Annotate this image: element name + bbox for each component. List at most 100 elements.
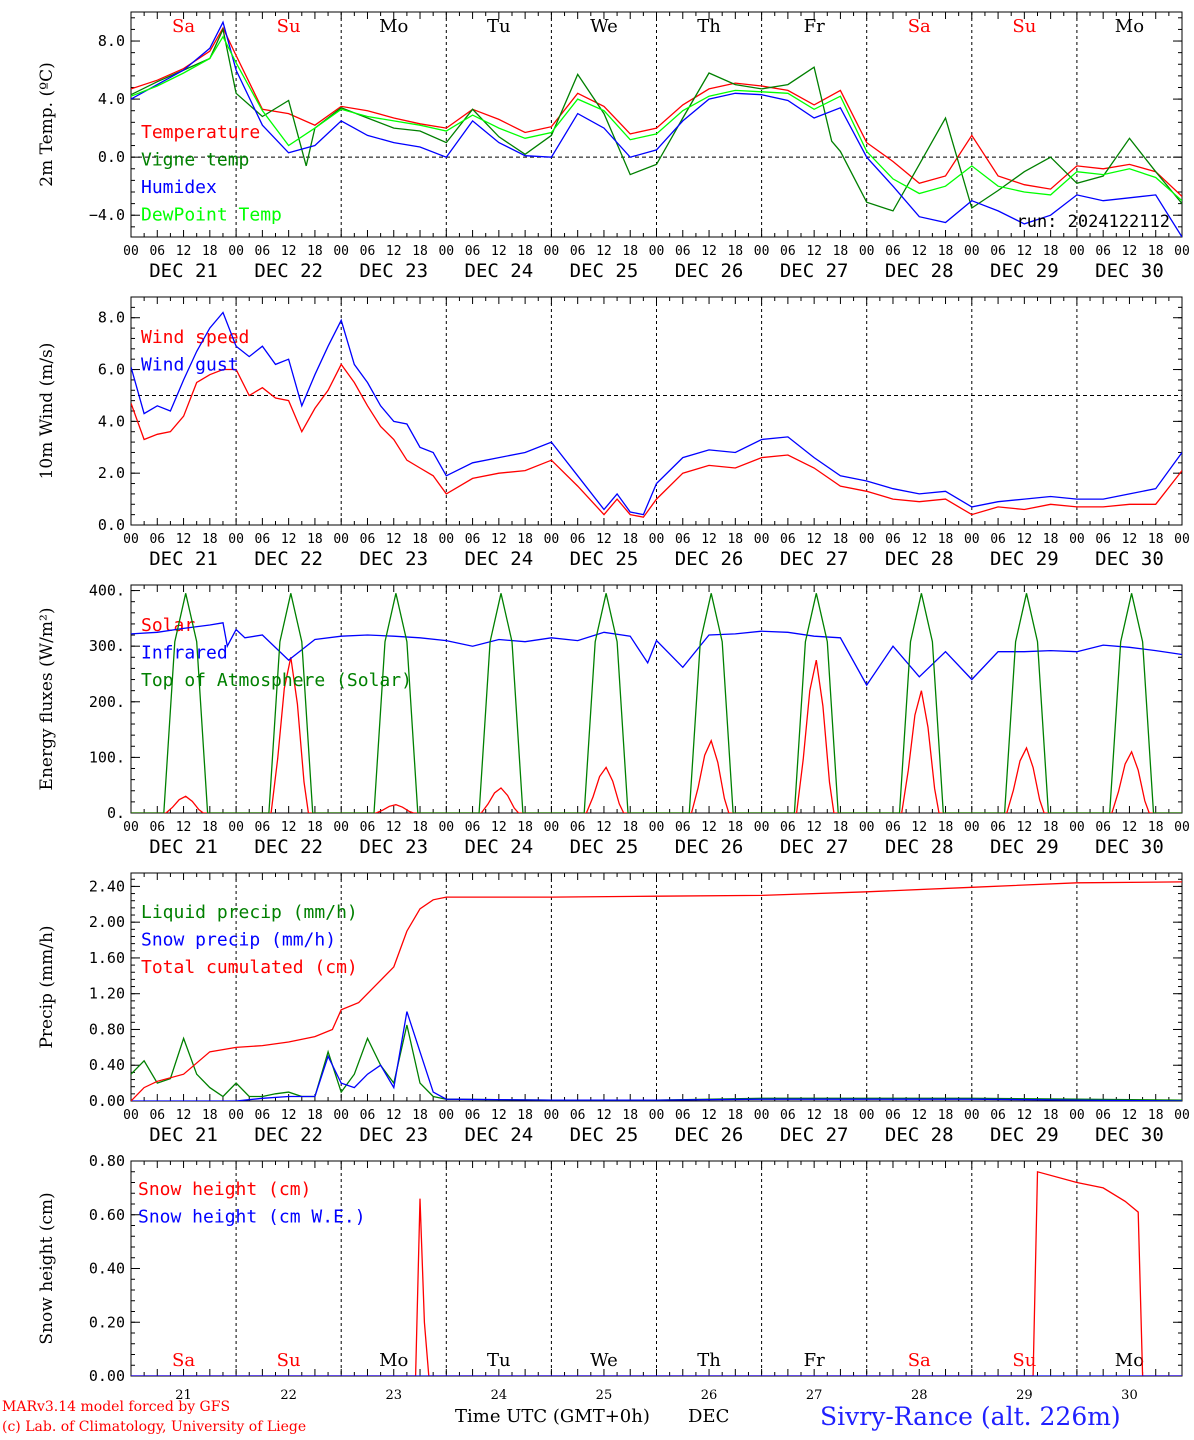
x-hour-label: 18 [1148, 244, 1164, 259]
x-day-label: DEC 29 [990, 1124, 1059, 1146]
x-day-number: 27 [806, 1388, 823, 1403]
y-tick-label: 0.60 [89, 1206, 125, 1224]
x-hour-label: 18 [517, 1108, 533, 1123]
x-hour-label: 18 [202, 532, 218, 547]
x-hour-label: 06 [1095, 244, 1111, 259]
y-tick-label: 0.0 [98, 148, 125, 166]
x-hour-label: 12 [281, 244, 297, 259]
x-hour-label: 12 [1122, 1108, 1138, 1123]
x-hour-label: 12 [176, 244, 192, 259]
x-hour-label: 00 [544, 820, 560, 835]
y-tick-label: 0.80 [89, 1020, 125, 1038]
x-day-label: DEC 22 [254, 260, 323, 282]
x-hour-label: 18 [727, 1108, 743, 1123]
x-hour-label: 00 [333, 532, 349, 547]
y-tick-label: 2.00 [89, 913, 125, 931]
x-hour-label: 18 [833, 1108, 849, 1123]
x-hour-label: 12 [596, 1108, 612, 1123]
y-tick-label: 0.40 [89, 1260, 125, 1278]
x-day-label: DEC 27 [780, 836, 849, 858]
x-day-number: 24 [491, 1388, 508, 1403]
x-hour-label: 12 [1017, 1108, 1033, 1123]
x-axis-month: DEC [688, 1406, 730, 1427]
x-hour-label: 00 [438, 532, 454, 547]
panel-1: −4.0 0.0 4.0 8.0 2m Temp. (ºC) 00 06 12 18 00 06 12… [37, 11, 1190, 282]
x-day-label: DEC 27 [780, 548, 849, 570]
x-hour-label: 12 [701, 244, 717, 259]
x-day-label: DEC 23 [359, 1124, 428, 1146]
y-tick-label: 2.0 [98, 464, 125, 482]
x-hour-label: 12 [176, 820, 192, 835]
x-day-label: DEC 28 [885, 548, 954, 570]
x-hour-label: 12 [806, 244, 822, 259]
x-hour-label: 00 [438, 820, 454, 835]
x-hour-label: 12 [806, 532, 822, 547]
x-hour-label: 00 [1069, 532, 1085, 547]
x-hour-label: 06 [465, 1108, 481, 1123]
panel-2: 0.0 2.0 4.0 6.0 8.0 10m Wind (m/s) 00 06 12 18 00 0… [37, 296, 1190, 570]
station-name: Sivry-Rance (alt. 226m) [820, 1402, 1121, 1431]
x-day-label: DEC 27 [780, 260, 849, 282]
x-hour-label: 00 [544, 532, 560, 547]
series-line-4-2 [131, 1011, 1182, 1101]
x-hour-label: 18 [1043, 532, 1059, 547]
x-hour-label: 18 [622, 820, 638, 835]
x-hour-label: 06 [255, 1108, 271, 1123]
x-hour-label: 18 [727, 820, 743, 835]
legend-entry: Snow height (cm) [138, 1179, 311, 1200]
y-tick-label: 1.60 [89, 949, 125, 967]
x-hour-label: 00 [649, 244, 665, 259]
x-day-label: DEC 24 [465, 548, 534, 570]
x-hour-label: 18 [727, 532, 743, 547]
x-day-label: DEC 29 [990, 548, 1059, 570]
weekday-label: We [590, 16, 618, 37]
y-tick-label: 100. [89, 748, 125, 766]
x-hour-label: 06 [570, 1108, 586, 1123]
x-day-label: DEC 30 [1095, 548, 1164, 570]
legend-entry: Total cumulated (cm) [141, 957, 358, 978]
x-day-label: DEC 25 [570, 548, 639, 570]
x-hour-label: 12 [1017, 532, 1033, 547]
x-hour-label: 06 [465, 244, 481, 259]
x-hour-label: 06 [570, 532, 586, 547]
x-hour-label: 18 [202, 1108, 218, 1123]
x-hour-label: 06 [885, 244, 901, 259]
x-hour-label: 18 [833, 244, 849, 259]
weekday-label: Su [1012, 16, 1036, 37]
x-hour-label: 00 [544, 1108, 560, 1123]
series-line-5-1 [131, 1170, 1182, 1376]
x-hour-label: 18 [938, 820, 954, 835]
x-hour-label: 00 [1174, 820, 1190, 835]
x-hour-label: 18 [1148, 820, 1164, 835]
x-hour-label: 00 [123, 532, 139, 547]
footer-model: MARv3.14 model forced by GFS [2, 1399, 231, 1415]
x-hour-label: 00 [964, 1108, 980, 1123]
x-hour-label: 12 [386, 820, 402, 835]
x-hour-label: 12 [596, 532, 612, 547]
y-tick-label: 0.00 [89, 1367, 125, 1385]
y-tick-label: 0.0 [98, 516, 125, 534]
x-hour-label: 00 [1174, 532, 1190, 547]
x-hour-label: 18 [412, 820, 428, 835]
series-line-2-2 [131, 311, 1182, 516]
weekday-label: Mo [1115, 1350, 1144, 1371]
y-tick-label: 300. [89, 637, 125, 655]
x-day-label: DEC 28 [885, 260, 954, 282]
x-day-label: DEC 23 [359, 548, 428, 570]
x-day-number: 21 [175, 1388, 192, 1403]
x-hour-label: 06 [360, 532, 376, 547]
x-day-label: DEC 22 [254, 836, 323, 858]
x-hour-label: 18 [517, 820, 533, 835]
run-annotation: run: 2024122112 [1016, 212, 1170, 232]
x-hour-label: 06 [1095, 820, 1111, 835]
x-hour-label: 00 [228, 820, 244, 835]
x-hour-label: 18 [517, 244, 533, 259]
x-hour-label: 06 [675, 244, 691, 259]
x-hour-label: 00 [228, 244, 244, 259]
x-hour-label: 00 [123, 244, 139, 259]
legend-entry: DewPoint Temp [141, 205, 282, 226]
x-hour-label: 06 [990, 820, 1006, 835]
x-day-label: DEC 24 [465, 1124, 534, 1146]
x-day-label: DEC 30 [1095, 836, 1164, 858]
x-hour-label: 00 [859, 244, 875, 259]
